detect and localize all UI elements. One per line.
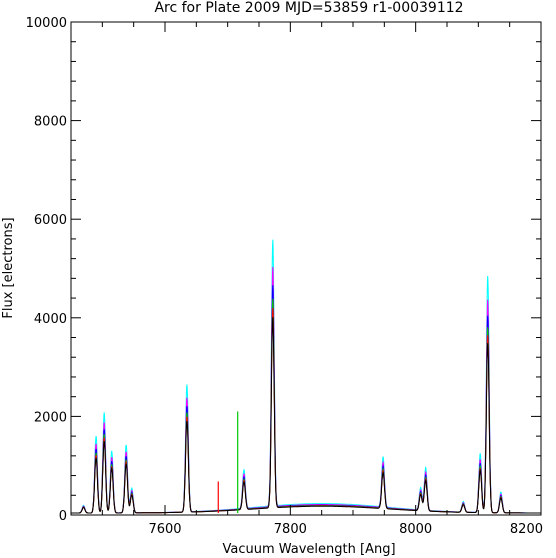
y-tick-label: 0 xyxy=(59,509,67,524)
y-tick-label: 8000 xyxy=(34,115,67,130)
series-layer xyxy=(71,239,541,514)
y-tick-label: 10000 xyxy=(26,16,67,31)
y-tick-label: 6000 xyxy=(34,213,67,228)
plot-frame xyxy=(70,21,542,516)
x-tick-label: 8000 xyxy=(399,522,432,537)
x-tick-label: 8200 xyxy=(510,522,543,537)
x-tick-label: 7800 xyxy=(274,522,307,537)
x-tick-label: 7600 xyxy=(148,522,181,537)
x-axis-label: Vacuum Wavelength [Ang] xyxy=(222,542,395,557)
axes-layer: 0 2000 4000 6000 8000 10000 7600 7800 8000 8200 xyxy=(26,16,543,537)
y-tick-label: 4000 xyxy=(34,312,67,327)
y-axis-label: Flux [electrons] xyxy=(1,217,16,318)
y-tick-label: 2000 xyxy=(34,410,67,425)
chart-title: Arc for Plate 2009 MJD=53859 r1-00039112 xyxy=(154,0,463,16)
spectrum-line-5 xyxy=(71,317,541,514)
